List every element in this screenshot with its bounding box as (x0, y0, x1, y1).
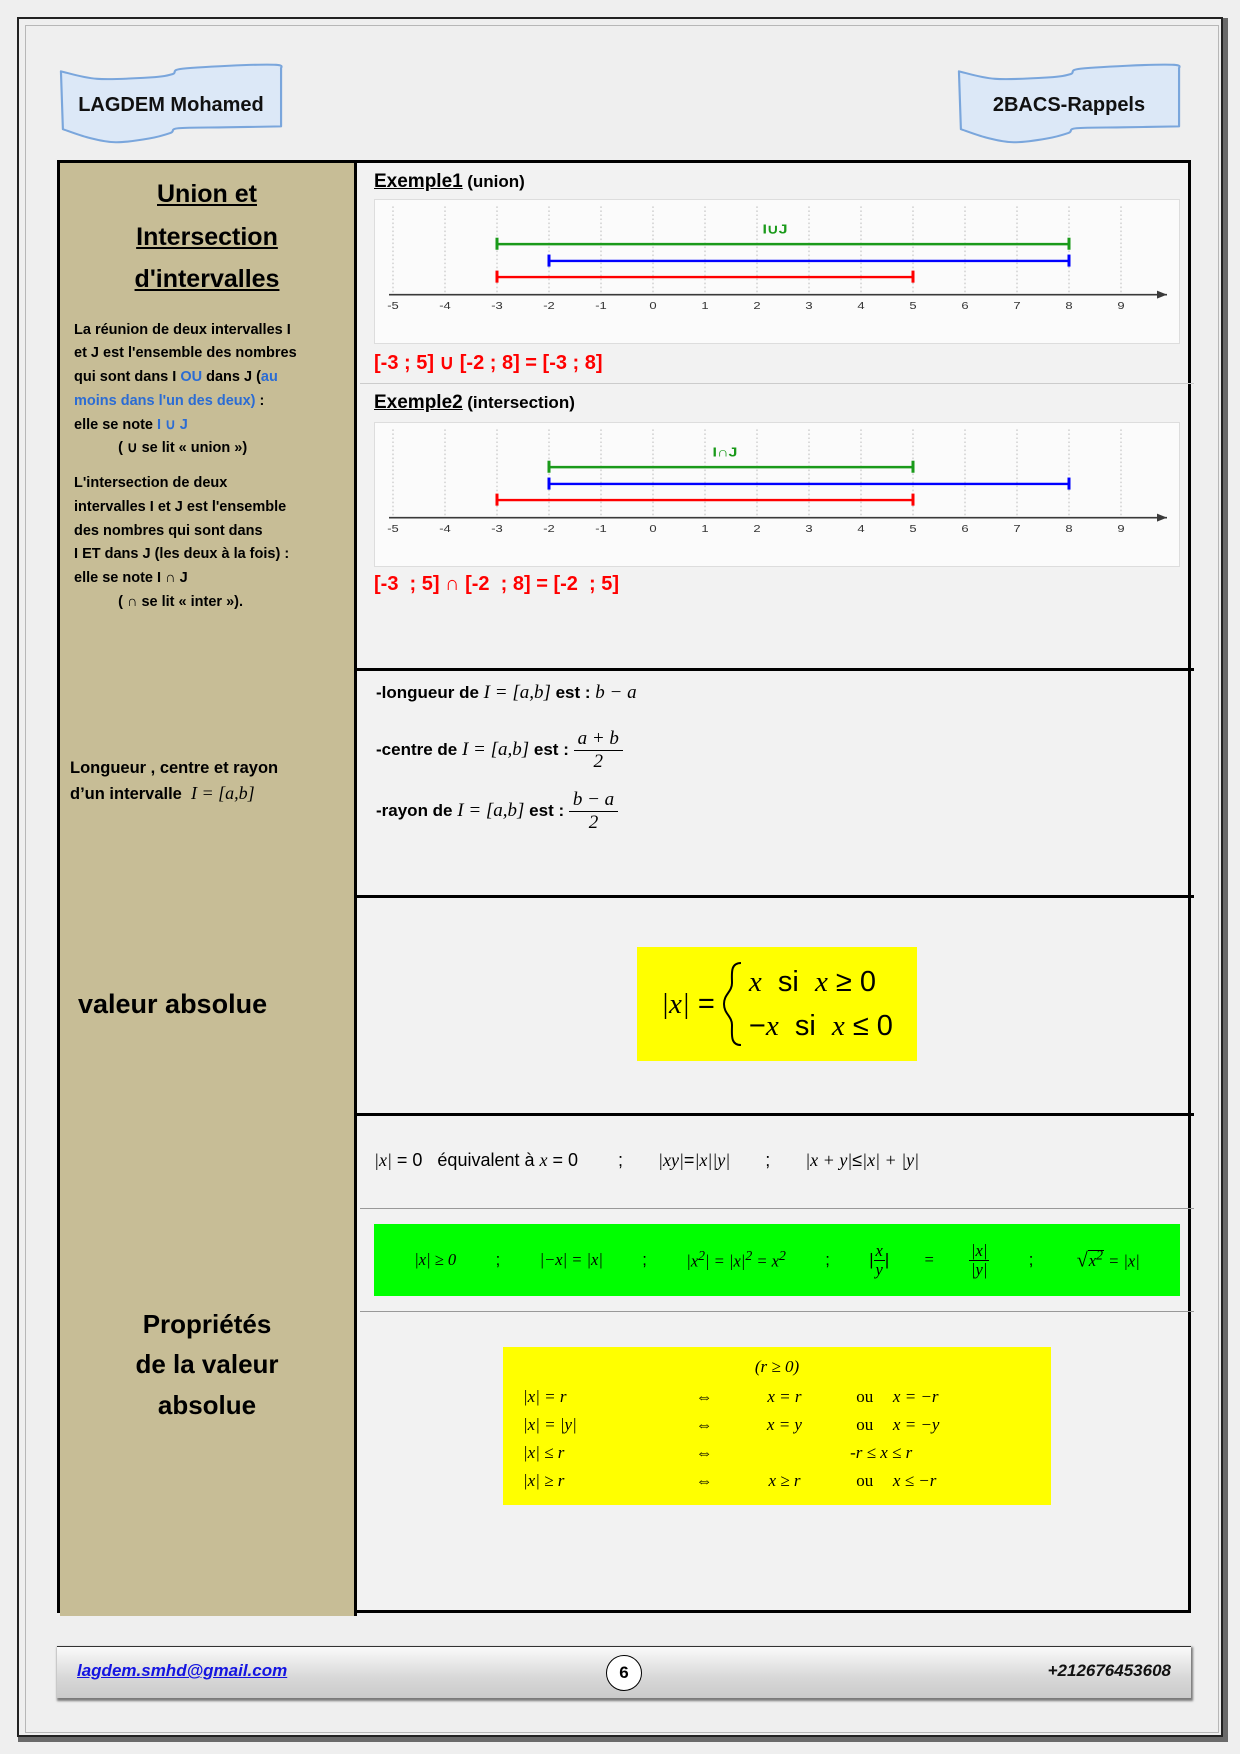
svg-text:-1: -1 (595, 523, 607, 535)
svg-text:4: 4 (857, 523, 865, 535)
svg-text:7: 7 (1013, 523, 1020, 535)
svg-text:1: 1 (701, 523, 708, 535)
svg-text:6: 6 (961, 300, 969, 312)
svg-text:0: 0 (649, 300, 657, 312)
svg-text:8: 8 (1065, 300, 1073, 312)
svg-text:6: 6 (961, 523, 969, 535)
svg-text:-5: -5 (387, 523, 399, 535)
svg-text:-3: -3 (491, 523, 503, 535)
svg-text:0: 0 (649, 523, 657, 535)
svg-text:2: 2 (753, 523, 760, 535)
svg-text:I∪J: I∪J (762, 223, 787, 237)
svg-text:5: 5 (909, 300, 917, 312)
svg-text:-4: -4 (439, 523, 451, 535)
svg-text:-1: -1 (595, 300, 607, 312)
svg-text:9: 9 (1117, 523, 1124, 535)
svg-text:5: 5 (909, 523, 917, 535)
svg-text:8: 8 (1065, 523, 1073, 535)
svg-text:9: 9 (1117, 300, 1124, 312)
svg-text:I∩J: I∩J (713, 446, 738, 460)
svg-text:1: 1 (701, 300, 708, 312)
svg-text:3: 3 (805, 300, 813, 312)
svg-text:-2: -2 (543, 300, 555, 312)
svg-text:-5: -5 (387, 300, 399, 312)
svg-text:-2: -2 (543, 523, 555, 535)
svg-text:4: 4 (857, 300, 865, 312)
svg-text:3: 3 (805, 523, 813, 535)
svg-text:2: 2 (753, 300, 760, 312)
svg-text:7: 7 (1013, 300, 1020, 312)
svg-text:-3: -3 (491, 300, 503, 312)
svg-text:-4: -4 (439, 300, 451, 312)
